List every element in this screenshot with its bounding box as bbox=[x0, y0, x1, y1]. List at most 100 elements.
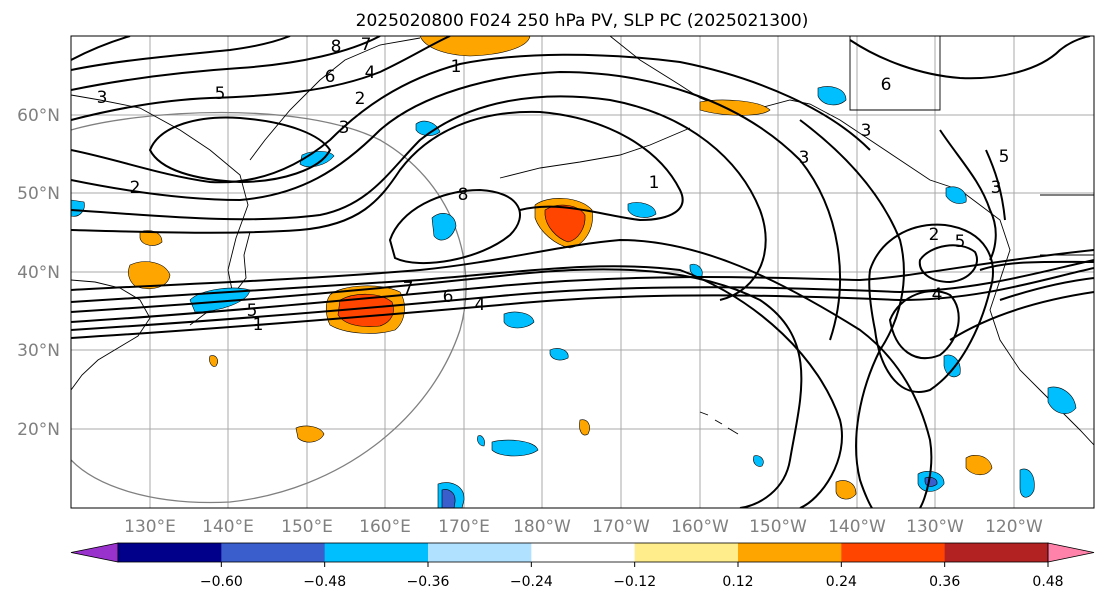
contour-label: 8 bbox=[331, 37, 342, 57]
contour-label: 3 bbox=[861, 121, 872, 141]
contour-line bbox=[888, 290, 960, 360]
contour-line bbox=[799, 119, 905, 508]
contour-line bbox=[71, 36, 451, 121]
longitude-label: 140°W bbox=[828, 517, 886, 537]
colorbar-swatch bbox=[944, 543, 1049, 562]
contour-label: 5 bbox=[999, 147, 1010, 167]
contour-label: 3 bbox=[339, 118, 350, 138]
colorbar-swatch bbox=[221, 543, 326, 562]
colorbar-tick-label: −0.48 bbox=[303, 574, 346, 590]
colorbar-tick-label: −0.12 bbox=[613, 574, 656, 590]
contour-label: 2 bbox=[130, 178, 141, 198]
contour-line bbox=[71, 249, 1094, 323]
longitude-label: 150°E bbox=[281, 517, 333, 537]
figure-title: 2025020800 F024 250 hPa PV, SLP PC (2025… bbox=[356, 11, 809, 31]
longitude-label: 160°W bbox=[671, 517, 729, 537]
contour-line bbox=[985, 149, 1006, 221]
pv-positive-region bbox=[579, 419, 590, 436]
pv-negative-region bbox=[549, 348, 569, 361]
pv-positive-region bbox=[295, 425, 325, 443]
contour-line bbox=[71, 36, 131, 61]
contour-line bbox=[849, 36, 1091, 80]
colorbar-swatch bbox=[841, 543, 946, 562]
pv-positive-region bbox=[965, 455, 993, 476]
pv-negative-region bbox=[627, 202, 657, 218]
contour-label: 6 bbox=[443, 287, 454, 307]
latitude-label: 30°N bbox=[17, 341, 60, 361]
colorbar-swatch bbox=[531, 543, 636, 562]
slp-contours bbox=[71, 36, 1094, 508]
pv-negative-region bbox=[817, 86, 847, 106]
colorbar-tick-labels: −0.60 −0.48 −0.36 −0.24 −0.12 0.12 0.24 0.36 0.4… bbox=[200, 562, 1064, 590]
colorbar-tick-label: 0.36 bbox=[929, 574, 960, 590]
latitude-label: 40°N bbox=[17, 263, 60, 283]
pv-positive-region bbox=[139, 230, 163, 246]
colorbar-tick-label: −0.60 bbox=[200, 574, 243, 590]
colorbar-tick-label: −0.36 bbox=[407, 574, 450, 590]
colorbar-tick-label: −0.24 bbox=[510, 574, 553, 590]
coastline-kamchatka bbox=[249, 37, 421, 161]
contour-label: 1 bbox=[451, 57, 462, 77]
pv-negative-region bbox=[753, 455, 764, 467]
contour-line bbox=[939, 129, 997, 261]
latitude-label: 60°N bbox=[17, 106, 60, 126]
colorbar-swatch bbox=[118, 543, 222, 562]
longitude-label: 130°E bbox=[124, 517, 176, 537]
contour-label: 3 bbox=[991, 178, 1002, 198]
pv-positive-region bbox=[835, 480, 857, 500]
contour-label: 1 bbox=[253, 315, 264, 335]
contour-label: 5 bbox=[955, 232, 966, 252]
map-frame bbox=[70, 35, 1095, 509]
contour-line bbox=[71, 267, 1094, 339]
longitude-label: 150°W bbox=[749, 517, 807, 537]
contour-line bbox=[949, 291, 1094, 341]
longitude-label: 130°W bbox=[906, 517, 964, 537]
contour-line bbox=[71, 36, 381, 91]
colorbar-tick-label: 0.12 bbox=[722, 574, 753, 590]
coastline-hawaii bbox=[699, 411, 739, 435]
contour-label: 7 bbox=[361, 35, 372, 55]
pv-positive-region bbox=[209, 355, 218, 367]
longitude-label: 170°E bbox=[438, 517, 490, 537]
pv-negative-region bbox=[689, 263, 703, 277]
contour-line bbox=[148, 116, 332, 184]
colorbar-tick-label: 0.48 bbox=[1032, 574, 1063, 590]
pv-negative-region bbox=[945, 186, 967, 204]
longitude-label: 170°W bbox=[592, 517, 650, 537]
contour-line bbox=[979, 260, 1094, 271]
longitude-labels: 130°E 140°E 150°E 160°E 170°E 180°W 170°W 160°W… bbox=[124, 517, 1043, 537]
contour-label: 2 bbox=[929, 225, 940, 245]
contour-line bbox=[71, 259, 1094, 331]
contour-label: 8 bbox=[458, 185, 469, 205]
colorbar-swatch bbox=[634, 543, 739, 562]
pv-negative-region bbox=[1019, 468, 1035, 498]
contour-label: 5 bbox=[247, 301, 258, 321]
latitude-labels: 60°N 50°N 40°N 30°N 20°N bbox=[17, 106, 60, 440]
longitude-label: 140°E bbox=[202, 517, 254, 537]
range-circle bbox=[71, 111, 467, 504]
contour-label: 6 bbox=[881, 75, 892, 95]
longitude-label: 160°E bbox=[359, 517, 411, 537]
contour-line bbox=[71, 238, 933, 508]
pv-negative-region bbox=[441, 489, 456, 508]
pv-negative-region bbox=[415, 120, 441, 136]
contour-line bbox=[71, 265, 843, 508]
contour-line bbox=[918, 244, 978, 284]
longitude-label: 180°W bbox=[513, 517, 571, 537]
contour-label: 5 bbox=[215, 84, 226, 104]
contour-line bbox=[71, 268, 803, 508]
contour-label: 6 bbox=[325, 67, 336, 87]
colorbar-extend-high bbox=[1047, 542, 1095, 563]
pv-negative-region bbox=[943, 354, 961, 378]
pv-positive-core bbox=[544, 204, 586, 243]
contour-line bbox=[71, 95, 767, 301]
latitude-label: 20°N bbox=[17, 420, 60, 440]
contour-line bbox=[388, 188, 521, 264]
pv-negative-region bbox=[1047, 386, 1077, 414]
contour-label: 3 bbox=[799, 148, 810, 168]
longitude-label: 120°W bbox=[985, 517, 1043, 537]
